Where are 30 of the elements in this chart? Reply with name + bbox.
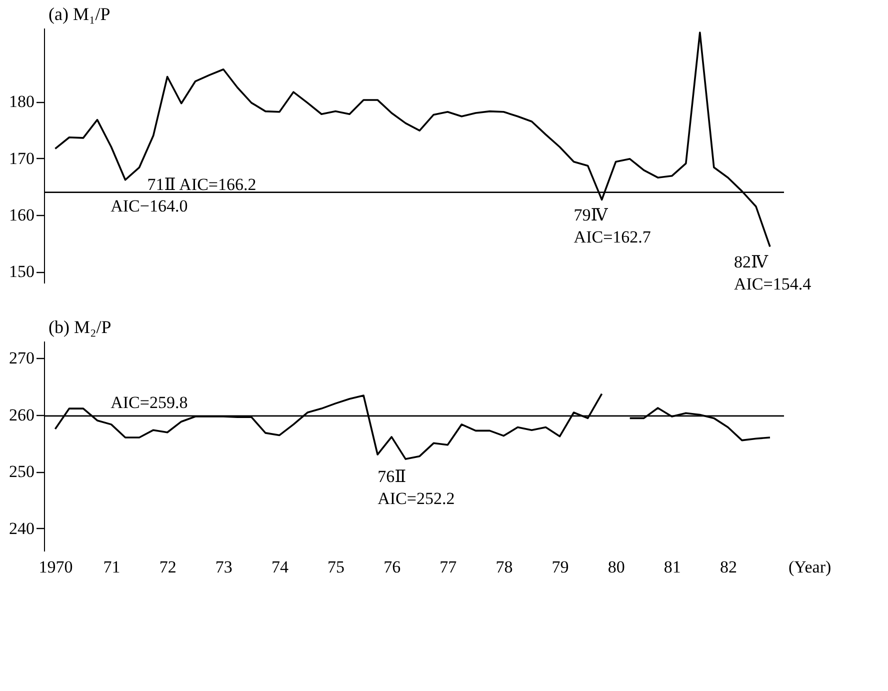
y-tick-label: 260 (9, 405, 34, 424)
x-tick-label: 73 (215, 558, 232, 576)
x-tick-label: 77 (440, 558, 458, 576)
ref-line-label: AIC=259.8 (110, 392, 188, 412)
y-tick-label: 250 (9, 462, 34, 482)
y-tick-label: 270 (9, 348, 34, 368)
x-tick-label: 78 (496, 558, 513, 576)
annotation: 71Ⅱ AIC=166.2 (147, 174, 256, 194)
x-tick-label: 75 (328, 558, 345, 576)
y-tick-label: 240 (9, 518, 34, 538)
x-tick-label: 82 (720, 558, 737, 576)
x-axis-title: (Year) (788, 558, 832, 576)
x-tick-label: 71 (103, 558, 120, 576)
x-tick-label: 72 (159, 558, 176, 576)
annotation: 82Ⅳ AIC=154.4 (734, 252, 812, 294)
x-tick-label: 76 (384, 558, 401, 576)
y-tick-label: 150 (9, 262, 34, 282)
x-tick-label: 74 (271, 558, 289, 576)
x-tick-label: 80 (608, 558, 625, 576)
x-tick-label: 81 (664, 558, 681, 576)
y-tick-label: 160 (9, 206, 34, 224)
ref-line-label: AIC−164.0 (110, 196, 188, 216)
annotation: 79Ⅳ AIC=162.7 (574, 206, 652, 247)
annotation: 76Ⅱ AIC=252.2 (378, 467, 455, 508)
x-tick-label: 1970 (38, 558, 73, 576)
y-tick-label: 170 (9, 148, 34, 168)
x-tick-label: 79 (552, 558, 569, 576)
y-tick-label: 180 (9, 92, 34, 112)
chart-title: (b) M₂/P (48, 317, 112, 337)
chart-title: (a) M₁/P (48, 4, 110, 24)
